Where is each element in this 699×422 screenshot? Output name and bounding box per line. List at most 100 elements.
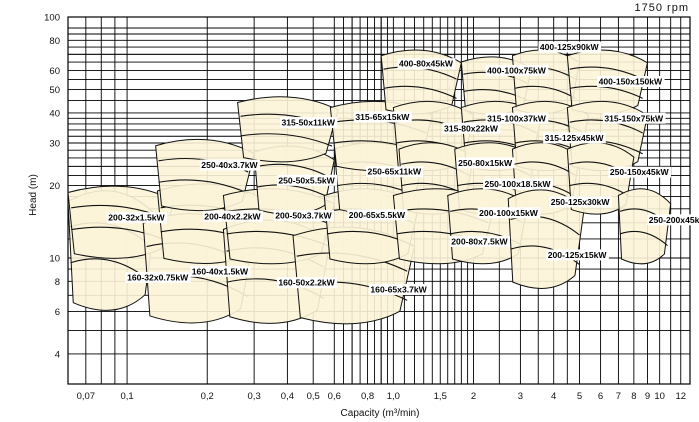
y-axis-label: Head (m) [28, 174, 39, 216]
y-tick-label: 50 [49, 85, 60, 96]
impeller-curve [240, 133, 333, 147]
x-tick-label: 0,07 [77, 391, 96, 402]
pump-label: 200-32x1.5kW [108, 213, 165, 223]
pump-label-bg [353, 111, 412, 123]
pump-label-bg [456, 157, 515, 169]
y-tick-label: 40 [49, 108, 60, 119]
x-tick-label: 0,8 [361, 391, 374, 402]
pump-label: 250-200x45kW [649, 215, 699, 225]
x-tick-label: 8 [631, 391, 636, 402]
pump-label: 200-40x2.2kW [204, 211, 261, 221]
pump-label-bg [597, 75, 665, 87]
x-tick-label: 0,3 [248, 391, 261, 402]
pump-label: 200-65x5.5kW [349, 210, 406, 220]
pump-label: 250-80x15kW [458, 158, 513, 168]
pump-label-bg [368, 284, 430, 296]
pump-label-bg [190, 265, 251, 277]
x-tick-label: 0,6 [328, 391, 341, 402]
y-tick-label: 4 [55, 349, 60, 360]
pump-label: 315-125x45kW [545, 133, 605, 143]
pump-label-bg [397, 58, 456, 70]
pump-label: 250-40x3.7kW [201, 160, 258, 170]
pump-label-bg [366, 166, 424, 178]
x-tick-label: 9 [645, 391, 650, 402]
impeller-curve [256, 184, 330, 199]
pump-label-bg [276, 277, 338, 289]
y-tick-labels: 4 6 8 10 20 30 40 50 60 80 100 [44, 13, 60, 361]
impeller-curve [158, 179, 249, 194]
y-tick-label: 6 [55, 307, 60, 318]
impeller-curve [256, 163, 330, 178]
y-tick-label: 60 [49, 66, 60, 77]
pump-label: 250-125x30kW [551, 197, 611, 207]
pump-label-bg [608, 166, 671, 178]
pump-label-bg [276, 174, 338, 186]
pump-label-bg [546, 249, 609, 261]
y-tick-label: 30 [49, 139, 60, 150]
pump-label: 315-65x15kW [355, 112, 410, 122]
pump-label: 315-80x22kW [444, 123, 499, 133]
pump-label: 200-125x15kW [548, 250, 608, 260]
pump-label: 400-80x45kW [399, 59, 454, 69]
pump-label: 160-65x3.7kW [370, 285, 427, 295]
y-tick-label: 100 [44, 13, 60, 24]
pump-label: 250-65x11kW [368, 167, 422, 177]
pump-label-bg [125, 271, 191, 283]
pump-label-bg [202, 210, 264, 222]
pump-zone [237, 96, 339, 163]
y-tick-label: 8 [55, 277, 60, 288]
pump-label: 200-100x15kW [479, 208, 539, 218]
y-tick-label: 20 [49, 181, 60, 192]
pump-label-bg [602, 112, 666, 124]
pump-label-bg [442, 122, 501, 134]
pump-label: 315-150x75kW [604, 113, 664, 123]
x-tick-label: 5 [577, 391, 582, 402]
pump-label: 400-125x90kW [540, 42, 600, 52]
pump-label-bg [279, 116, 338, 128]
plot-frame [67, 16, 691, 385]
pump-label-bg [273, 210, 334, 222]
pump-label-bg [483, 178, 553, 190]
x-axis-label: Capacity (m³/min) [341, 408, 420, 419]
x-tick-labels: 0,07 0,1 0,2 0,3 0,4 0,5 0,6 0,8 1,0 1,5 2 3 4 5 6 7 8 9 1… [77, 391, 686, 402]
pump-label-bg [549, 196, 612, 208]
pump-label-bg [106, 212, 168, 224]
pump-zones [67, 49, 672, 325]
pump-labels: 160-32x0.75kW 200-32x1.5kW 160-40x1.5kW 200… [106, 41, 699, 296]
pump-label: 200-80x7.5kW [451, 237, 508, 247]
pump-label-bg [449, 236, 511, 248]
pump-zone [155, 138, 255, 212]
pump-label-bg [485, 64, 549, 76]
pump-label-bg [538, 41, 602, 53]
x-tick-label: 1,0 [387, 391, 400, 402]
x-tick-label: 0,5 [307, 391, 320, 402]
pump-label-bg [647, 214, 699, 226]
x-tick-label: 0,1 [120, 391, 133, 402]
x-tick-label: 12 [675, 391, 686, 402]
pump-label: 250-150x45kW [610, 167, 670, 177]
pump-label-bg [543, 132, 606, 144]
impeller-curve [514, 85, 576, 99]
pump-label: 400-100x75kW [487, 65, 547, 75]
x-tick-label: 0,4 [281, 391, 294, 402]
pump-label: 400-150x150kW [599, 76, 663, 86]
x-tick-label: 10 [654, 391, 665, 402]
pump-label-bg [477, 207, 541, 219]
pump-label: 250-50x5.5kW [278, 175, 335, 185]
x-tick-label: 0,2 [201, 391, 214, 402]
pump-label-bg [199, 159, 261, 171]
pump-label-bg [347, 209, 408, 221]
rpm-label: 1750 rpm [635, 2, 689, 14]
pump-label: 315-50x11kW [281, 117, 335, 127]
x-tick-label: 4 [551, 391, 556, 402]
pump-label: 160-40x1.5kW [192, 266, 249, 276]
impeller-curve [569, 85, 643, 99]
x-tick-label: 2 [471, 391, 476, 402]
pump-label-bg [485, 112, 549, 124]
impeller-curve [383, 85, 457, 99]
impeller-curve [619, 230, 668, 247]
pump-label: 160-50x2.2kW [278, 278, 335, 288]
pump-label: 160-32x0.75kW [127, 272, 189, 282]
x-tick-label: 1,5 [434, 391, 447, 402]
